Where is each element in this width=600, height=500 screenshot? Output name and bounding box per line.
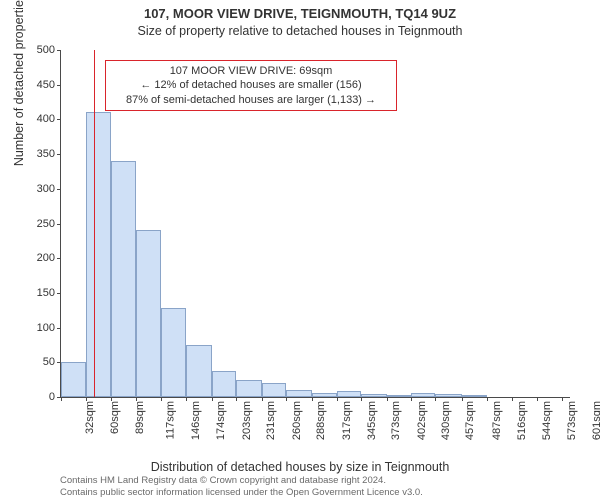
- footer-line-1: Contains HM Land Registry data © Crown c…: [60, 475, 423, 486]
- chart-subtitle: Size of property relative to detached ho…: [0, 24, 600, 38]
- y-tick-label: 0: [21, 391, 55, 403]
- x-axis-label: Distribution of detached houses by size …: [0, 460, 600, 474]
- histogram-bar: [236, 380, 262, 397]
- histogram-bar: [387, 395, 412, 397]
- histogram-bar: [411, 393, 435, 397]
- x-tick-label: 32sqm: [84, 401, 96, 434]
- y-tick-label: 400: [21, 113, 55, 125]
- x-tick-mark: [512, 397, 513, 401]
- y-tick-label: 250: [21, 218, 55, 230]
- y-tick-mark: [57, 189, 61, 190]
- x-tick-mark: [136, 397, 137, 401]
- annotation-box: 107 MOOR VIEW DRIVE: 69sqm← 12% of detac…: [105, 60, 397, 111]
- x-tick-label: 345sqm: [366, 401, 378, 440]
- x-tick-mark: [111, 397, 112, 401]
- x-tick-label: 260sqm: [291, 401, 303, 440]
- x-tick-mark: [462, 397, 463, 401]
- y-tick-label: 200: [21, 252, 55, 264]
- x-tick-label: 60sqm: [109, 401, 121, 434]
- histogram-bar: [111, 161, 136, 397]
- histogram-bar: [337, 391, 362, 397]
- x-tick-label: 601sqm: [591, 401, 600, 440]
- y-tick-mark: [57, 154, 61, 155]
- y-tick-mark: [57, 85, 61, 86]
- x-tick-label: 516sqm: [516, 401, 528, 440]
- y-tick-label: 100: [21, 322, 55, 334]
- x-tick-mark: [262, 397, 263, 401]
- chart-container: { "chart": { "type": "histogram", "title…: [0, 0, 600, 500]
- x-tick-mark: [361, 397, 362, 401]
- histogram-bar: [86, 112, 112, 397]
- y-tick-mark: [57, 224, 61, 225]
- x-tick-mark: [337, 397, 338, 401]
- x-tick-mark: [435, 397, 436, 401]
- plot-area: 107 MOOR VIEW DRIVE: 69sqm← 12% of detac…: [60, 50, 570, 398]
- property-marker-line: [94, 50, 95, 397]
- y-tick-mark: [57, 328, 61, 329]
- y-tick-mark: [57, 258, 61, 259]
- x-tick-label: 89sqm: [134, 401, 146, 434]
- x-tick-label: 457sqm: [464, 401, 476, 440]
- y-tick-label: 350: [21, 148, 55, 160]
- histogram-bar: [361, 394, 387, 397]
- x-tick-label: 430sqm: [441, 401, 453, 440]
- x-tick-label: 317sqm: [341, 401, 353, 440]
- histogram-bar: [435, 394, 461, 397]
- footer-line-2: Contains public sector information licen…: [60, 487, 423, 498]
- x-tick-label: 487sqm: [491, 401, 503, 440]
- y-tick-label: 150: [21, 287, 55, 299]
- y-tick-mark: [57, 293, 61, 294]
- x-tick-mark: [61, 397, 62, 401]
- y-tick-mark: [57, 119, 61, 120]
- annotation-line: ← 12% of detached houses are smaller (15…: [112, 78, 390, 92]
- x-tick-mark: [387, 397, 388, 401]
- x-tick-mark: [86, 397, 87, 401]
- y-tick-label: 500: [21, 44, 55, 56]
- x-tick-mark: [161, 397, 162, 401]
- x-tick-mark: [286, 397, 287, 401]
- x-tick-label: 203sqm: [241, 401, 253, 440]
- x-tick-mark: [411, 397, 412, 401]
- annotation-line: 87% of semi-detached houses are larger (…: [112, 93, 390, 107]
- histogram-bar: [61, 362, 86, 397]
- x-tick-label: 573sqm: [567, 401, 579, 440]
- y-tick-label: 50: [21, 356, 55, 368]
- y-tick-mark: [57, 50, 61, 51]
- y-tick-label: 450: [21, 79, 55, 91]
- y-tick-label: 300: [21, 183, 55, 195]
- histogram-bar: [212, 371, 237, 397]
- x-tick-mark: [236, 397, 237, 401]
- histogram-bar: [462, 395, 488, 397]
- histogram-bar: [136, 230, 162, 397]
- x-tick-label: 288sqm: [316, 401, 328, 440]
- x-tick-mark: [312, 397, 313, 401]
- footer-attribution: Contains HM Land Registry data © Crown c…: [60, 475, 423, 498]
- x-tick-label: 117sqm: [164, 401, 176, 439]
- x-tick-label: 231sqm: [265, 401, 277, 440]
- x-tick-label: 174sqm: [215, 401, 227, 440]
- chart-title: 107, MOOR VIEW DRIVE, TEIGNMOUTH, TQ14 9…: [0, 6, 600, 21]
- histogram-bar: [161, 308, 186, 397]
- histogram-bar: [186, 345, 212, 397]
- x-tick-label: 402sqm: [416, 401, 428, 440]
- annotation-line: 107 MOOR VIEW DRIVE: 69sqm: [112, 64, 390, 78]
- x-tick-label: 544sqm: [541, 401, 553, 440]
- x-tick-mark: [487, 397, 488, 401]
- histogram-bar: [262, 383, 287, 397]
- x-tick-mark: [212, 397, 213, 401]
- x-tick-label: 373sqm: [390, 401, 402, 440]
- x-tick-label: 146sqm: [191, 401, 203, 440]
- histogram-bar: [286, 390, 312, 397]
- x-tick-mark: [562, 397, 563, 401]
- histogram-bar: [312, 393, 337, 397]
- x-tick-mark: [537, 397, 538, 401]
- x-tick-mark: [186, 397, 187, 401]
